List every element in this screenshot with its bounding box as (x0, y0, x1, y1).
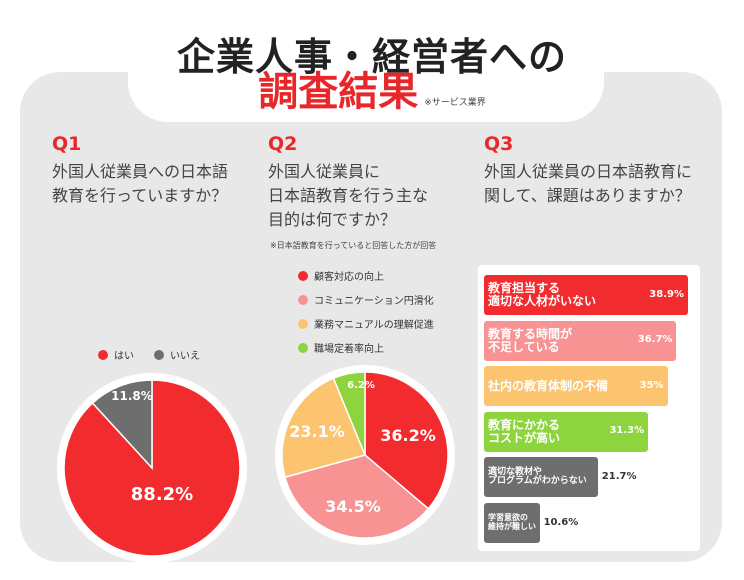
pie-label: 34.5% (325, 497, 381, 516)
q3-heading: Q3 外国人従業員の日本語教育に 関して、課題はありますか？ (484, 132, 692, 208)
pie-slice (281, 377, 367, 479)
q2-question: 外国人従業員に 日本語教育を行う主な 目的は何ですか？ (268, 162, 429, 229)
bar-value: 10.6% (543, 516, 579, 528)
legend-label: はい (114, 351, 134, 362)
legend-label: 業務マニュアルの理解促進 (314, 320, 434, 331)
pie-label: 11.8% (111, 389, 153, 403)
legend-item: 職場定着率向上 (298, 340, 384, 355)
legend-item: コミュニケーション円滑化 (298, 292, 434, 307)
legend-item: 顧客対応の向上 (298, 268, 384, 283)
title-line2: 調査結果 (258, 69, 419, 115)
legend-swatch (298, 294, 308, 305)
bar-label: 適切な教材や プログラムがわからない (488, 466, 587, 486)
legend-label: いいえ (170, 351, 200, 362)
legend-swatch (298, 318, 308, 329)
legend-swatch (298, 342, 308, 353)
pie-slice (364, 371, 449, 510)
bar: 教育にかかる コストが高い 31.3% (484, 411, 649, 452)
pie-label: 36.2% (380, 426, 436, 445)
bar-label: 社内の教育体制の不備 (488, 378, 609, 393)
title-note: ※サービス業界 (424, 98, 486, 108)
title-line1: 企業人事・経営者への (176, 35, 567, 79)
legend-swatch (298, 270, 308, 281)
bar-label: 学習意欲の 維持が難しい (488, 513, 536, 531)
q3-bar-chart: 教育担当する 適切な人材がいない 38.9% 教育する時間が 不足している 36.7%… (478, 265, 700, 551)
bar: 社内の教育体制の不備 35% (484, 366, 668, 406)
title-line2-row: 調査結果 ※サービス業界 (0, 68, 744, 116)
bar-value: 21.7% (601, 471, 637, 482)
q3-label: Q3 (484, 133, 514, 155)
pie-label: 23.1% (289, 422, 345, 441)
bar: 教育担当する 適切な人材がいない 38.9% (484, 275, 688, 315)
legend-swatch (154, 349, 164, 360)
legend-label: コミュニケーション円滑化 (314, 296, 434, 307)
q1-label: Q1 (52, 133, 82, 155)
q2-note: ※日本語教育を行っていると回答した方が回答 (270, 241, 437, 250)
pie-slice (91, 379, 153, 470)
pie-slice (284, 454, 430, 539)
q2-label: Q2 (268, 133, 298, 155)
bar: 教育する時間が 不足している 36.7% (484, 320, 677, 361)
legend-swatch (98, 349, 108, 360)
title-tab (128, 60, 604, 122)
legend-label: 職場定着率向上 (314, 344, 384, 355)
q1-question: 外国人従業員への日本語 教育を行っていますか？ (52, 162, 229, 205)
bar-value: 38.9% (649, 288, 684, 300)
q1-heading: Q1 外国人従業員への日本語 教育を行っていますか？ (52, 132, 228, 208)
bar-label: 教育にかかる コストが高い (488, 417, 561, 445)
bar-value: 31.3% (609, 425, 645, 437)
q2-heading: Q2 外国人従業員に 日本語教育を行う主な 目的は何ですか？ (268, 132, 428, 232)
bar-value: 36.7% (637, 334, 673, 346)
bar: 学習意欲の 維持が難しい (484, 502, 540, 543)
legend-item: いいえ (154, 347, 200, 362)
legend-item: はい (98, 347, 134, 362)
bar: 適切な教材や プログラムがわからない (484, 457, 598, 497)
bar-label: 教育担当する 適切な人材がいない (488, 281, 597, 308)
pie-label: 6.2% (347, 380, 375, 391)
pie-slice (332, 371, 366, 456)
q3-question: 外国人従業員の日本語教育に 関して、課題はありますか？ (484, 162, 693, 205)
bar-value: 35% (639, 379, 664, 391)
legend-item: 業務マニュアルの理解促進 (298, 316, 434, 331)
bar-label: 教育する時間が 不足している (488, 326, 573, 354)
pie-label: 88.2% (131, 484, 193, 505)
legend-label: 顧客対応の向上 (314, 272, 384, 283)
